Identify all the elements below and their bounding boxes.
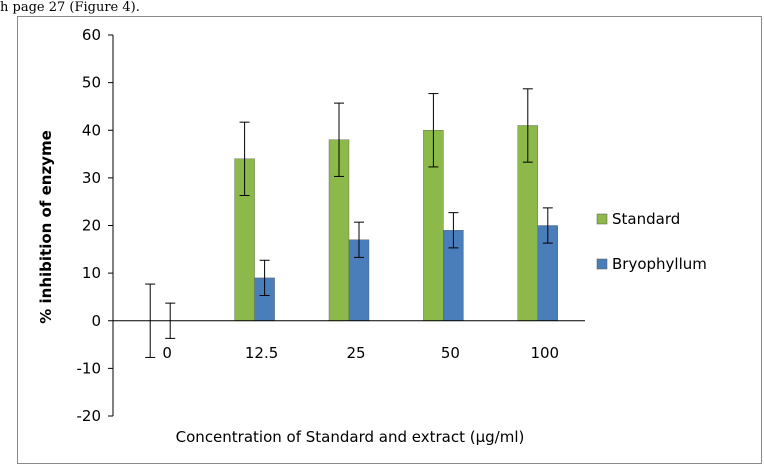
legend: Standard Bryophyllum xyxy=(596,210,707,273)
y-tick-label-10: 10 xyxy=(82,264,101,282)
axes-layer xyxy=(108,34,585,417)
bars-layer xyxy=(234,125,558,321)
y-tick-label--20: -20 xyxy=(77,407,102,425)
y-tick-label-50: 50 xyxy=(82,74,101,92)
legend-label-standard: Standard xyxy=(612,210,680,228)
x-axis-title: Concentration of Standard and extract (µ… xyxy=(176,428,525,446)
caption-fragment: h page 27 (Figure 4). xyxy=(0,0,140,15)
x-tick-label-50: 50 xyxy=(441,344,460,362)
y-tick-label-30: 30 xyxy=(82,169,101,187)
legend-swatch-bryophyllum xyxy=(596,258,608,270)
y-tick-label--10: -10 xyxy=(77,359,102,377)
legend-label-bryophyllum: Bryophyllum xyxy=(612,255,707,273)
y-tick-label-0: 0 xyxy=(91,312,101,330)
x-tick-label-12.5: 12.5 xyxy=(245,344,278,362)
legend-swatch-standard xyxy=(596,213,608,225)
y-tick-label-20: 20 xyxy=(82,217,101,235)
x-tick-label-0: 0 xyxy=(162,344,172,362)
x-tick-label-100: 100 xyxy=(530,344,559,362)
x-tick-label-25: 25 xyxy=(346,344,365,362)
ticks-layer: 0 12.5 25 50 100 -20 -10 0 10 20 30 40 50 60 xyxy=(77,26,560,425)
chart-frame xyxy=(17,16,762,464)
y-tick-label-40: 40 xyxy=(82,121,101,139)
y-tick-label-60: 60 xyxy=(82,26,101,44)
y-axis-title: % inhibition of enzyme xyxy=(37,130,55,324)
